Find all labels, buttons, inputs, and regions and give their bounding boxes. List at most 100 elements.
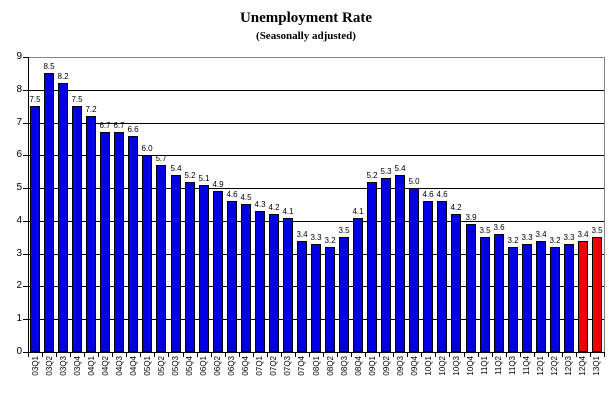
y-axis-tick	[23, 57, 28, 58]
bar-value-label: 3.4	[296, 230, 308, 239]
bar-13Q1	[592, 237, 602, 352]
bar-04Q1	[86, 116, 96, 352]
bar-value-label: 3.5	[338, 226, 350, 235]
y-axis-tick	[23, 188, 28, 189]
bar-11Q1	[480, 237, 490, 352]
bar-value-label: 4.6	[422, 190, 434, 199]
bar-value-label: 3.4	[535, 230, 547, 239]
bar-value-label: 3.3	[521, 233, 533, 242]
gridline	[29, 123, 604, 124]
x-axis-tick	[225, 353, 226, 357]
bar-06Q3	[227, 201, 237, 352]
bar-value-label: 7.2	[85, 105, 97, 114]
bar-value-label: 6.7	[113, 121, 125, 130]
y-axis-label: 2	[16, 280, 22, 291]
x-axis-tick	[140, 353, 141, 357]
bar-value-label: 7.5	[71, 95, 83, 104]
bar-11Q4	[522, 244, 532, 352]
y-axis-tick	[23, 286, 28, 287]
x-axis-tick	[28, 353, 29, 357]
x-axis-label: 10Q2	[438, 356, 447, 376]
x-axis-label: 07Q3	[283, 356, 292, 376]
x-axis-label: 12Q2	[550, 356, 559, 376]
x-axis-label: 04Q4	[129, 356, 138, 376]
x-axis-label: 08Q1	[312, 356, 321, 376]
bar-03Q4	[72, 106, 82, 352]
bar-05Q4	[185, 182, 195, 352]
y-axis-label: 8	[16, 84, 22, 95]
x-axis-label: 13Q1	[592, 356, 601, 376]
bar-04Q4	[128, 136, 138, 352]
x-axis-tick	[281, 353, 282, 357]
x-axis-label: 12Q1	[536, 356, 545, 376]
x-axis-tick	[323, 353, 324, 357]
y-axis-tick	[23, 254, 28, 255]
x-axis-label: 06Q2	[213, 356, 222, 376]
bar-07Q3	[283, 218, 293, 352]
x-axis-label: 04Q1	[87, 356, 96, 376]
x-axis-tick	[267, 353, 268, 357]
x-axis-label: 12Q3	[564, 356, 573, 376]
bar-03Q3	[58, 83, 68, 352]
x-axis-tick	[351, 353, 352, 357]
x-axis-label: 07Q4	[297, 356, 306, 376]
bar-value-label: 3.2	[507, 236, 519, 245]
y-axis-tick	[23, 90, 28, 91]
x-axis-tick	[421, 353, 422, 357]
y-axis-label: 4	[16, 215, 22, 226]
x-axis-tick	[211, 353, 212, 357]
bar-value-label: 5.4	[170, 164, 182, 173]
x-axis-tick	[604, 353, 605, 357]
bar-value-label: 5.2	[184, 171, 196, 180]
x-axis-label: 05Q1	[143, 356, 152, 376]
x-axis-tick	[478, 353, 479, 357]
x-axis-tick	[168, 353, 169, 357]
x-axis-label: 05Q4	[185, 356, 194, 376]
x-axis-label: 09Q2	[382, 356, 391, 376]
gridline	[29, 90, 604, 91]
y-axis-tick	[23, 123, 28, 124]
x-axis-tick	[239, 353, 240, 357]
gridline	[29, 155, 604, 156]
y-axis-label: 0	[16, 346, 22, 357]
bar-09Q1	[367, 182, 377, 352]
bar-06Q1	[199, 185, 209, 352]
gridline	[29, 188, 604, 189]
x-axis-label: 10Q4	[466, 356, 475, 376]
x-axis-label: 06Q4	[241, 356, 250, 376]
x-axis-tick	[183, 353, 184, 357]
bar-12Q1	[536, 241, 546, 352]
bar-11Q2	[494, 234, 504, 352]
bar-value-label: 4.5	[240, 193, 252, 202]
bar-05Q2	[156, 165, 166, 352]
x-axis-label: 11Q4	[522, 356, 531, 375]
y-axis-label: 7	[16, 117, 22, 128]
x-axis-tick	[393, 353, 394, 357]
bar-06Q4	[241, 204, 251, 352]
x-axis-tick	[548, 353, 549, 357]
bar-06Q2	[213, 191, 223, 352]
bar-value-label: 3.3	[563, 233, 575, 242]
x-axis-tick	[435, 353, 436, 357]
bar-value-label: 4.1	[352, 207, 364, 216]
bar-03Q2	[44, 73, 54, 352]
x-axis-label: 07Q2	[269, 356, 278, 376]
bar-07Q2	[269, 214, 279, 352]
x-axis-label: 09Q4	[410, 356, 419, 376]
y-axis-tick	[23, 319, 28, 320]
bar-11Q3	[508, 247, 518, 352]
x-axis-label: 10Q1	[424, 356, 433, 376]
y-axis-tick	[23, 221, 28, 222]
x-axis-label: 03Q4	[73, 356, 82, 376]
x-axis-tick	[365, 353, 366, 357]
x-axis-tick	[576, 353, 577, 357]
bar-value-label: 8.5	[43, 62, 55, 71]
bar-09Q2	[381, 178, 391, 352]
bar-value-label: 4.2	[268, 203, 280, 212]
bar-value-label: 3.4	[577, 230, 589, 239]
x-axis-label: 03Q1	[31, 356, 40, 376]
bar-04Q3	[114, 132, 124, 352]
x-axis-line	[28, 352, 605, 353]
bar-07Q1	[255, 211, 265, 352]
